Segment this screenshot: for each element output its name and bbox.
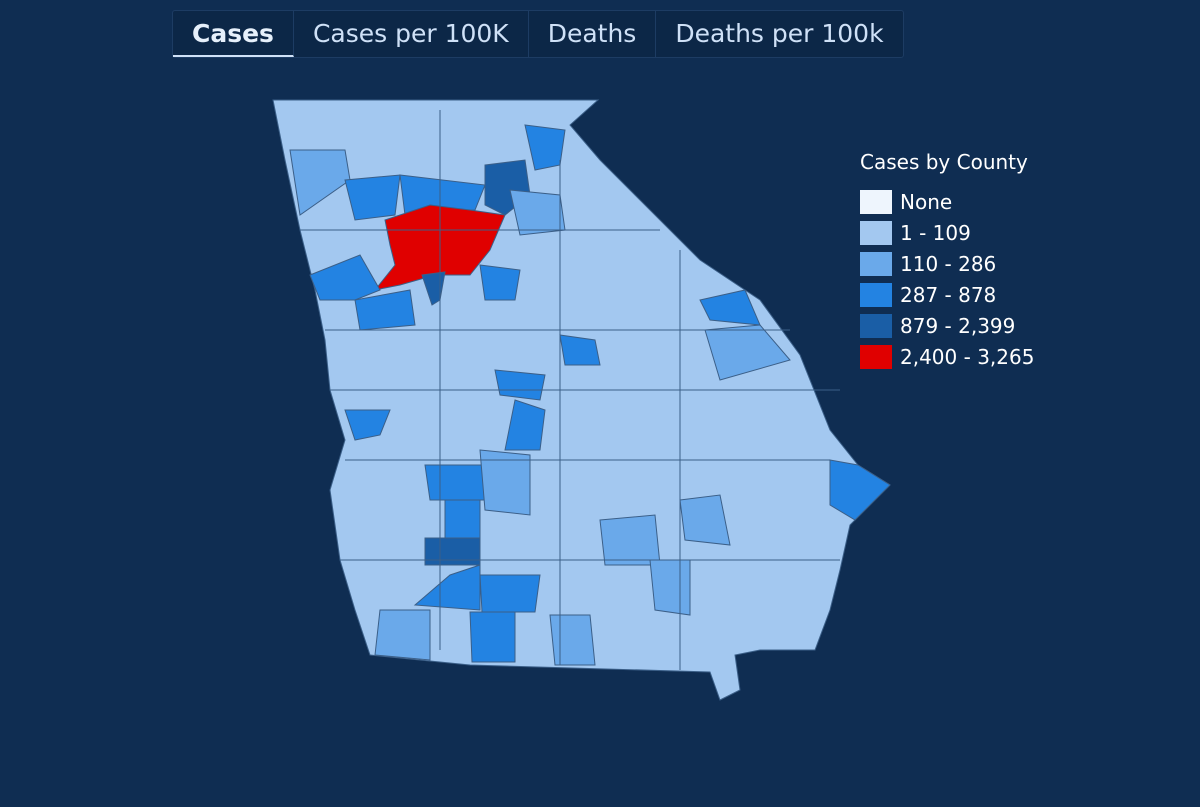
tab[interactable]: Cases	[173, 11, 294, 57]
tab[interactable]: Cases per 100K	[294, 11, 529, 57]
tab[interactable]: Deaths per 100k	[675, 19, 884, 48]
legend-item: 879 - 2,399	[860, 310, 1034, 341]
county	[479, 264, 521, 301]
county	[704, 324, 791, 381]
legend-swatch	[860, 313, 892, 338]
legend-swatch	[860, 344, 892, 369]
county	[413, 564, 481, 611]
county	[829, 459, 891, 521]
legend-label: 110 - 286	[900, 251, 997, 276]
county	[469, 611, 516, 663]
county	[399, 174, 486, 216]
county	[679, 494, 731, 546]
county	[494, 369, 546, 401]
county	[504, 399, 546, 451]
legend-label: 879 - 2,399	[900, 313, 1016, 338]
county	[549, 614, 596, 666]
county-borders	[300, 110, 840, 670]
legend-item: 110 - 286	[860, 248, 1034, 279]
county	[424, 537, 481, 566]
county	[649, 559, 691, 616]
legend-label: 2,400 - 3,265	[900, 344, 1035, 369]
county	[559, 334, 601, 366]
county	[354, 289, 416, 331]
legend-swatch	[860, 282, 892, 307]
legend-swatch	[860, 251, 892, 276]
legend-item: 1 - 109	[860, 217, 1034, 248]
legend-item: 287 - 878	[860, 279, 1034, 310]
legend-swatch	[860, 189, 892, 214]
legend-label: None	[900, 189, 953, 214]
county	[509, 189, 566, 236]
county	[599, 514, 661, 566]
legend-label: 287 - 878	[900, 282, 997, 307]
county	[444, 499, 481, 541]
tab-bar: Cases Cases per 100K Deaths Deaths per 100k	[172, 10, 904, 58]
county	[424, 464, 491, 501]
county	[374, 609, 431, 661]
county	[344, 174, 401, 221]
legend-title: Cases by County	[860, 150, 1028, 174]
county	[479, 449, 531, 516]
legend-item: None	[860, 186, 1034, 217]
legend: Cases by County None 1 - 109 110 - 286 287 …	[860, 150, 1034, 372]
county	[309, 254, 381, 301]
county	[479, 574, 541, 613]
legend-label: 1 - 109	[900, 220, 971, 245]
county	[344, 409, 391, 441]
legend-item: 2,400 - 3,265	[860, 341, 1034, 372]
legend-swatch	[860, 220, 892, 245]
tab[interactable]: Deaths	[529, 11, 657, 57]
